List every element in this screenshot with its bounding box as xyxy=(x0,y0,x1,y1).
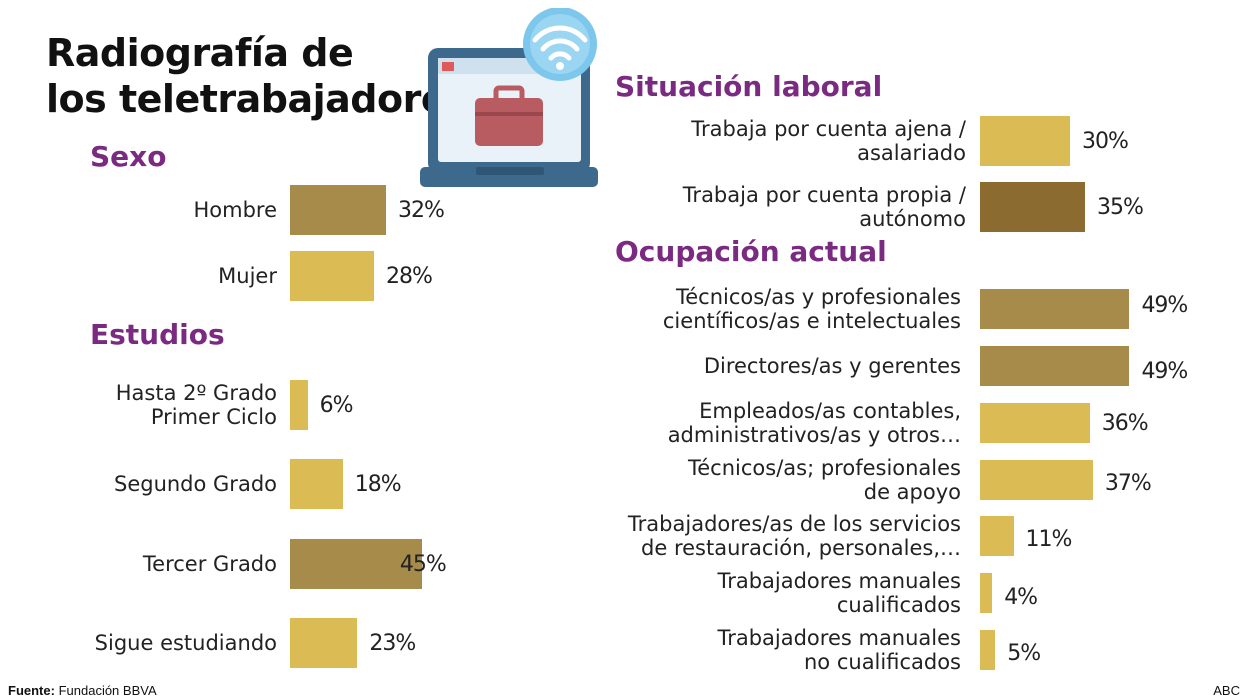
section-title-situacion-laboral: Situación laboral xyxy=(615,70,883,103)
category-label: Mujer xyxy=(218,264,277,288)
laptop-wifi-briefcase-icon xyxy=(420,8,598,187)
bar xyxy=(290,185,386,235)
bar xyxy=(980,403,1090,443)
bar xyxy=(290,251,374,301)
category-label: Directores/as y gerentes xyxy=(703,354,961,378)
bar-row-sexo: Hombre 32% xyxy=(0,185,1248,235)
value-label: 32% xyxy=(398,197,445,223)
bar-row-ocupacion-actual: Empleados/as contables, administrativos/a… xyxy=(0,399,1248,447)
category-label: Segundo Grado xyxy=(113,472,277,496)
value-label: 49% xyxy=(1141,358,1188,384)
category-label: Sigue estudiando xyxy=(94,631,277,655)
value-label: 6% xyxy=(319,392,354,418)
bar-row-estudios: Tercer Grado 45% xyxy=(0,539,1248,589)
value-label: 49% xyxy=(1141,292,1188,318)
value-label: 45% xyxy=(399,551,447,577)
value-label: 37% xyxy=(1104,470,1152,496)
value-label: 30% xyxy=(1082,128,1129,154)
bar-row-situacion-laboral: Trabaja por cuenta propia / autónomo 35% xyxy=(0,182,1248,232)
bar-row-ocupacion-actual: Técnicos/as y profesionales científicos/a… xyxy=(0,285,1248,333)
section-title-estudios: Estudios xyxy=(90,318,225,351)
source-note: Fuente: Fundación BBVA xyxy=(8,683,157,698)
bar xyxy=(980,573,993,613)
category-label: Trabaja por cuenta propia / autónomo xyxy=(682,183,966,231)
category-label: Trabaja por cuenta ajena / asalariado xyxy=(691,117,966,165)
bar xyxy=(290,380,308,430)
category-label: Empleados/as contables, administrativos/a… xyxy=(667,399,961,447)
category-label: Tercer Grado xyxy=(142,552,277,576)
credit: ABC xyxy=(1213,683,1240,698)
bar-row-estudios: Segundo Grado 18% xyxy=(0,459,1248,509)
category-label: Trabajadores manuales cualificados xyxy=(717,569,961,617)
bar-row-ocupacion-actual: Directores/as y gerentes 49% xyxy=(0,346,1248,386)
bar xyxy=(980,460,1093,500)
category-label: Técnicos/as; profesionales de apoyo xyxy=(688,456,961,504)
value-label: 4% xyxy=(1004,584,1038,610)
value-label: 5% xyxy=(1007,640,1041,666)
source-value: Fundación BBVA xyxy=(58,683,157,698)
bar xyxy=(980,289,1130,329)
bar-row-sexo: Mujer 28% xyxy=(0,251,1248,301)
section-title-ocupacion-actual: Ocupación actual xyxy=(615,235,887,268)
category-label: Hasta 2º Grado Primer Ciclo xyxy=(115,381,277,429)
bar-row-ocupacion-actual: Técnicos/as; profesionales de apoyo 37% xyxy=(0,456,1248,504)
source-label: Fuente: xyxy=(8,683,55,698)
bar xyxy=(980,630,996,670)
value-label: 18% xyxy=(354,471,402,497)
bar xyxy=(290,459,343,509)
bar xyxy=(290,539,422,589)
chart-title: Radiografía de los teletrabajadores xyxy=(46,30,469,122)
chart-title-line-2: los teletrabajadores xyxy=(46,77,469,121)
bar xyxy=(980,346,1130,386)
bar-row-situacion-laboral: Trabaja por cuenta ajena / asalariado 30% xyxy=(0,116,1248,166)
category-label: Hombre xyxy=(193,198,277,222)
value-label: 36% xyxy=(1101,410,1149,436)
bar-row-estudios: Sigue estudiando 23% xyxy=(0,618,1248,668)
value-label: 11% xyxy=(1025,526,1073,552)
bar xyxy=(980,182,1085,232)
bar-row-ocupacion-actual: Trabajadores/as de los servicios de resta… xyxy=(0,512,1248,560)
category-label: Técnicos/as y profesionales científicos/a… xyxy=(662,285,961,333)
bar xyxy=(980,116,1070,166)
value-label: 28% xyxy=(386,263,433,289)
bar xyxy=(290,618,358,668)
chart-title-line-1: Radiografía de xyxy=(46,31,354,75)
category-label: Trabajadores/as de los servicios de resta… xyxy=(627,512,961,560)
value-label: 23% xyxy=(369,630,416,656)
bar-row-ocupacion-actual: Trabajadores manuales no cualificados 5% xyxy=(0,626,1248,674)
section-title-sexo: Sexo xyxy=(90,140,167,173)
value-label: 35% xyxy=(1097,194,1144,220)
bar-row-ocupacion-actual: Trabajadores manuales cualificados 4% xyxy=(0,569,1248,617)
bar xyxy=(980,516,1014,556)
category-label: Trabajadores manuales no cualificados xyxy=(717,626,961,674)
bar-row-estudios: Hasta 2º Grado Primer Ciclo 6% xyxy=(0,380,1248,430)
